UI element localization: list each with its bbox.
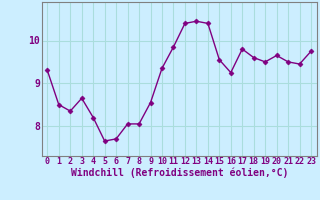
X-axis label: Windchill (Refroidissement éolien,°C): Windchill (Refroidissement éolien,°C): [70, 168, 288, 178]
